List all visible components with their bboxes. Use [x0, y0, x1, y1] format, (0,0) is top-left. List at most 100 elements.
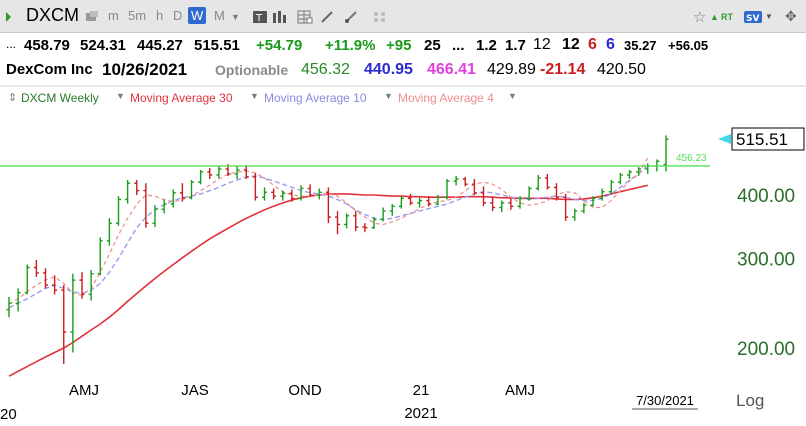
timeframe-1m[interactable]: m [108, 8, 119, 23]
last-price-label: 515.51 [736, 130, 788, 149]
x-tick-label: AMJ [505, 382, 535, 399]
rt-badge-icon[interactable]: RT [721, 11, 733, 22]
legend-ma4-dropdown-icon[interactable]: ▼ [508, 91, 517, 101]
ohlc-bar [6, 296, 12, 318]
legend-ma30-dropdown-icon[interactable]: ▼ [250, 91, 259, 101]
ohlc-bar [526, 186, 532, 201]
ohlc-bar [262, 187, 267, 201]
text-tool-icon[interactable]: T [253, 0, 267, 33]
symbol-dropdown-icon[interactable] [6, 0, 11, 33]
ohlc-bar [627, 169, 632, 180]
stat-v7: 6 [588, 36, 597, 53]
ohlc-bar [362, 223, 368, 233]
ohlc-bar [189, 180, 194, 200]
ohlc-bar [535, 174, 541, 191]
ohlc-bar [453, 175, 459, 186]
ohlc-bar [79, 272, 85, 299]
ohlc-bar [207, 168, 213, 180]
legend-ma30[interactable]: Moving Average 30 [130, 91, 233, 105]
ohlc-bar [161, 199, 167, 214]
stat-v6: 12 [562, 36, 580, 53]
ohlc-bar [170, 189, 176, 208]
ohlc-bar [97, 237, 103, 276]
timeframe-5m[interactable]: 5m [128, 8, 147, 23]
stat-v3: 1.2 [476, 37, 497, 54]
link-icon[interactable] [84, 0, 100, 33]
legend-move-icon[interactable]: ⇕ [8, 92, 18, 104]
ohlc-bar [471, 179, 477, 195]
change-value: +54.79 [256, 37, 303, 54]
price-p5: -21.14 [540, 61, 586, 78]
ohlc-bar [15, 288, 21, 312]
ohlc-bar [143, 183, 149, 228]
ohlc-bar [389, 204, 395, 216]
star-icon[interactable]: ☆ [693, 8, 707, 26]
price-chart[interactable]: 456.23 515.51 200.00 300.00 400.00 AMJ JAS OND… [0, 85, 806, 426]
ohlc-bar [481, 186, 486, 207]
price-p6: 420.50 [597, 61, 646, 78]
svg-text:SV: SV [746, 14, 759, 24]
timeframe-monthly[interactable]: M [214, 8, 225, 23]
ohlc-bar [462, 176, 468, 187]
optionable-label: Optionable [215, 62, 289, 78]
ma4-line [8, 157, 649, 305]
legend-ma4[interactable]: Moving Average 4 [398, 91, 494, 105]
stat-v5: 12 [533, 36, 551, 53]
brush-icon[interactable] [344, 0, 358, 33]
ohlc-bar [645, 163, 651, 174]
ohlc-bar [152, 205, 158, 228]
timeframe-dropdown-icon[interactable]: ▼ [231, 11, 240, 22]
ohlc-bar [371, 217, 377, 229]
ohlc-bar [544, 173, 550, 190]
change-pct-value: +11.9% [325, 37, 376, 54]
legend-main[interactable]: DXCM Weekly [21, 91, 99, 105]
ohlc-bar [43, 268, 48, 289]
settings-dots-icon[interactable] [372, 0, 388, 33]
hline-label: 456.23 [676, 153, 707, 164]
ohlc-bar [435, 195, 441, 206]
log-label: Log [736, 391, 764, 410]
legend-ma10-dropdown-icon[interactable]: ▼ [384, 91, 393, 101]
high-value: 524.31 [80, 37, 126, 54]
low-value: 445.27 [137, 37, 183, 54]
ohlc-bar [344, 213, 350, 229]
timeframe-daily[interactable]: D [173, 8, 183, 23]
ohlc-bar [33, 259, 39, 277]
rt-arrow-icon[interactable]: ▲ [710, 11, 719, 22]
company-name: DexCom Inc [6, 61, 93, 78]
timeframe-hourly[interactable]: h [156, 8, 164, 23]
study-grid-icon[interactable] [297, 0, 313, 33]
year-label-2021: 2021 [404, 405, 437, 422]
ma10-line [8, 164, 649, 309]
toolbar: DXCM m 5m h D W M ▼ T ☆ ▲ RT SV ▼ ✥ [0, 0, 806, 33]
stat-ellipsis: ... [452, 37, 465, 54]
x-tick-label: 21 [413, 382, 430, 399]
close-value: 515.51 [194, 37, 240, 54]
ohlc-bar [198, 169, 204, 185]
timeframe-weekly[interactable]: W [188, 7, 207, 24]
y-tick-label: 400.00 [737, 186, 795, 207]
quote-line-2: DexCom Inc 10/26/2021 Optionable 456.32 … [0, 57, 806, 83]
crosshair-icon[interactable]: ✥ [785, 8, 797, 24]
symbol-input[interactable]: DXCM [26, 4, 79, 25]
ohlc-bar [243, 165, 249, 180]
ohlc-bar [499, 200, 505, 213]
sv-icon[interactable]: SV [744, 0, 762, 33]
ohlc-bar [590, 196, 596, 207]
bar-chart-icon[interactable] [272, 0, 288, 33]
ohlc-bar [636, 167, 642, 176]
ohlc-bar [298, 185, 304, 201]
quote-lead: ... [6, 37, 17, 51]
ohlc-bar [517, 196, 523, 209]
ohlc-bar [608, 180, 614, 194]
stat-v2: 25 [424, 37, 441, 54]
legend-main-dropdown-icon[interactable]: ▼ [116, 91, 125, 101]
y-tick-label: 300.00 [737, 250, 795, 271]
ohlc-bar [380, 207, 386, 222]
ohlc-bar [70, 273, 76, 353]
pencil-icon[interactable] [320, 0, 334, 33]
sv-dropdown-icon[interactable]: ▼ [765, 12, 773, 21]
ohlc-bar [61, 285, 67, 365]
legend-ma10[interactable]: Moving Average 10 [264, 91, 367, 105]
date-label: 7/30/2021 [636, 393, 694, 408]
